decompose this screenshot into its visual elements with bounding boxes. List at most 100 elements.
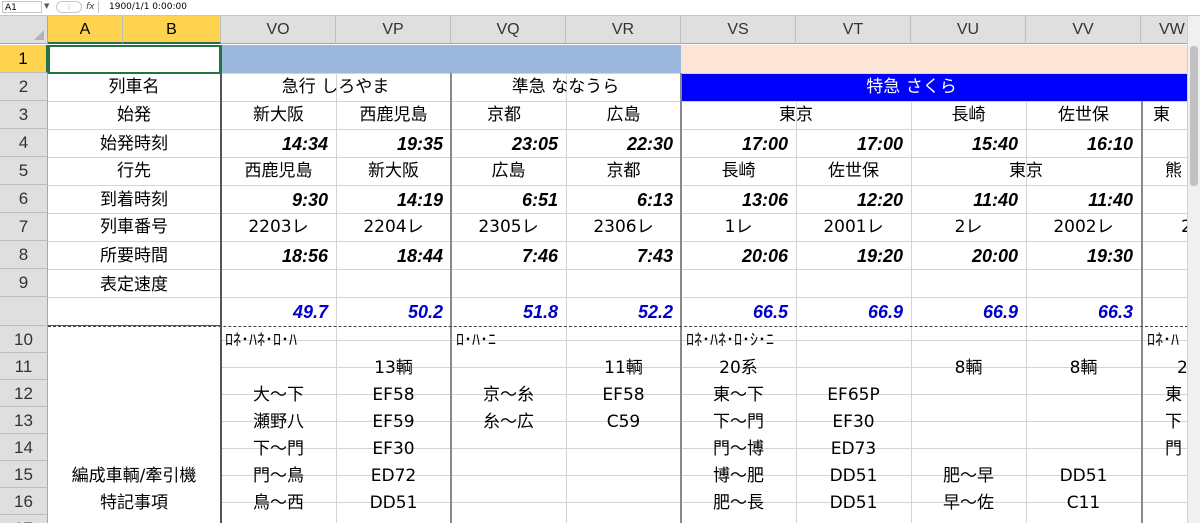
col-header-vo[interactable]: VO [221,16,336,44]
row16-vo[interactable]: 鳥～西 [253,493,304,513]
duration-vu[interactable]: 20:00 [971,246,1018,266]
origin-vw[interactable]: 東 [1153,105,1170,125]
col-header-vr[interactable]: VR [566,16,681,44]
row16-vv[interactable]: C11 [1066,493,1101,513]
row11-vs[interactable]: 20系 [719,358,758,378]
duration-vs[interactable]: 20:06 [741,246,788,266]
col-header-b[interactable]: B [123,16,221,44]
row15-vv[interactable]: DD51 [1059,466,1108,486]
select-all-corner[interactable] [0,16,48,44]
train-name-sakura[interactable]: 特急 さくら [866,77,957,97]
arr-time-vr[interactable]: 6:13 [636,190,673,210]
chevron-down-icon[interactable]: ▼ [44,2,50,10]
label-arr-time[interactable]: 到着時刻 [100,190,168,210]
row12-vw[interactable]: 東 [1165,385,1182,405]
row-header-9b[interactable] [0,297,48,326]
dep-time-vv[interactable]: 16:10 [1086,134,1133,154]
arr-time-vu[interactable]: 11:40 [973,190,1018,210]
label-dep-time[interactable]: 始発時刻 [100,134,168,154]
train-no-vv[interactable]: 2002レ [1053,217,1114,237]
row13-vt[interactable]: EF30 [832,412,875,432]
arr-time-vv[interactable]: 11:40 [1088,190,1133,210]
duration-vo[interactable]: 18:56 [281,246,328,266]
row14-vs[interactable]: 門～博 [713,439,764,459]
row15-vo[interactable]: 門～鳥 [253,466,304,486]
dep-time-vr[interactable]: 22:30 [626,134,673,154]
cars-vw[interactable]: ﾛﾈ･ﾊ [1147,330,1180,349]
row11-vv[interactable]: 8輌 [1069,358,1098,378]
row12-vq[interactable]: 京～糸 [483,385,534,405]
label-train-no[interactable]: 列車番号 [100,217,168,237]
label-duration[interactable]: 所要時間 [100,246,168,266]
cars-vs[interactable]: ﾛﾈ･ﾊﾈ･ﾛ･ｼ･ﾆ [686,330,775,349]
dest-vs[interactable]: 長崎 [721,161,756,181]
label-speed[interactable]: 表定速度 [100,275,168,295]
row16-vp[interactable]: DD51 [369,493,418,513]
band-limited-express[interactable] [681,45,1188,73]
origin-vr[interactable]: 広島 [606,105,641,125]
origin-vo[interactable]: 新大阪 [253,105,304,125]
arr-time-vt[interactable]: 12:20 [856,190,903,210]
row16-vs[interactable]: 肥～長 [713,493,764,513]
row13-vo[interactable]: 瀬野八 [253,412,304,432]
row15-vt[interactable]: DD51 [829,466,878,486]
origin-vs[interactable]: 東京 [779,105,813,125]
row13-vq[interactable]: 糸～広 [483,412,534,432]
row-header-17[interactable]: 17 [0,515,48,523]
label-origin[interactable]: 始発 [117,105,151,125]
dep-time-vt[interactable]: 17:00 [856,134,903,154]
row14-vo[interactable]: 下～門 [253,439,304,459]
name-box[interactable]: A1 [2,1,42,13]
duration-vt[interactable]: 19:20 [856,246,903,266]
speed-vo[interactable]: 49.7 [292,302,328,322]
row14-vp[interactable]: EF30 [372,439,415,459]
row16-vu[interactable]: 早～佐 [943,493,994,513]
train-name-shiroyama[interactable]: 急行 しろやま [281,77,390,97]
row-header-12[interactable]: 12 [0,380,48,407]
duration-vr[interactable]: 7:43 [636,246,673,266]
row12-vo[interactable]: 大～下 [253,385,304,405]
row12-vp[interactable]: EF58 [372,385,415,405]
label-remarks-1[interactable]: 編成車輌/牽引機 [71,466,197,486]
origin-vv[interactable]: 佐世保 [1058,105,1109,125]
col-header-vv[interactable]: VV [1026,16,1141,44]
col-header-vt[interactable]: VT [796,16,911,44]
cars-vq[interactable]: ﾛ･ﾊ･ﾆ [456,330,497,349]
row-header-5[interactable]: 5 [0,157,48,185]
row-header-3[interactable]: 3 [0,101,48,129]
selected-cell-a1[interactable] [48,45,221,74]
row-header-10[interactable]: 10 [0,326,48,353]
arr-time-vo[interactable]: 9:30 [291,190,328,210]
row16-vt[interactable]: DD51 [829,493,878,513]
dest-vw[interactable]: 熊 [1165,161,1182,181]
speed-vp[interactable]: 50.2 [407,302,443,322]
row11-vr[interactable]: 11輌 [604,358,643,378]
row12-vs[interactable]: 東～下 [713,385,764,405]
label-remarks-2[interactable]: 特記事項 [100,493,168,513]
train-no-vs[interactable]: 1レ [724,217,753,237]
vertical-scrollbar[interactable] [1187,16,1200,523]
cars-vo[interactable]: ﾛﾈ･ﾊﾈ･ﾛ･ﾊ [225,330,298,349]
train-no-vr[interactable]: 2306レ [593,217,654,237]
col-header-vp[interactable]: VP [336,16,451,44]
dest-vo[interactable]: 西鹿児島 [244,161,313,181]
duration-vp[interactable]: 18:44 [396,246,443,266]
row-header-9[interactable]: 9 [0,269,48,297]
band-express[interactable] [221,45,681,73]
duration-vv[interactable]: 19:30 [1086,246,1133,266]
row13-vr[interactable]: C59 [606,412,641,432]
speed-vq[interactable]: 51.8 [522,302,558,322]
row15-vp[interactable]: ED72 [370,466,417,486]
row-header-16[interactable]: 16 [0,488,48,515]
row-header-4[interactable]: 4 [0,129,48,157]
dep-time-vu[interactable]: 15:40 [971,134,1018,154]
dep-time-vp[interactable]: 19:35 [396,134,443,154]
formula-input[interactable]: 1900/1/1 0:00:00 [98,1,1198,13]
dest-vp[interactable]: 新大阪 [368,161,419,181]
train-no-vw[interactable]: 2 [1181,217,1188,237]
row14-vw[interactable]: 門 [1165,439,1182,459]
train-no-vo[interactable]: 2203レ [248,217,309,237]
origin-vq[interactable]: 京都 [487,105,521,125]
fx-icon[interactable]: fx [86,2,95,12]
train-no-vq[interactable]: 2305レ [478,217,539,237]
